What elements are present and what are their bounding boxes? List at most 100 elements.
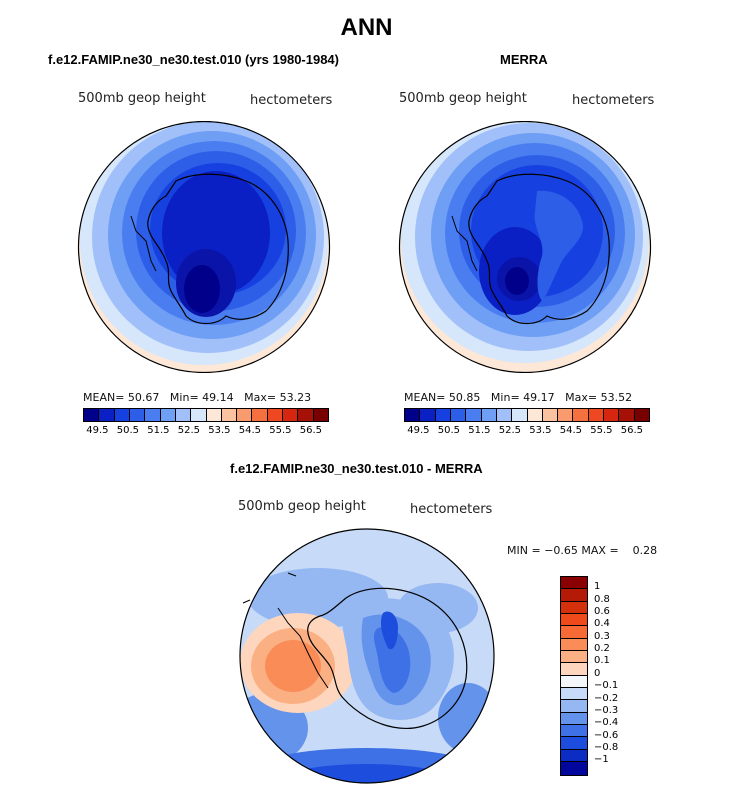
colorbar-swatch	[542, 409, 559, 421]
colorbar-swatch	[466, 409, 482, 421]
panel-left-min-label: Min=	[169, 391, 199, 404]
diff-colorbar	[560, 576, 588, 776]
diff-colorbar-swatch	[561, 614, 587, 627]
diff-colorbar-tick-label: −0.8	[594, 741, 619, 753]
diff-max-label: MAX =	[581, 544, 619, 557]
diff-colorbar-tick-label: −0.6	[594, 729, 619, 741]
colorbar-swatch	[160, 409, 176, 421]
diff-colorbar-tick-label: 0.1	[594, 655, 610, 667]
diff-colorbar-tick-label: −0.4	[594, 717, 619, 729]
panel-right-min-value: 49.17	[523, 391, 555, 404]
panel-right-stats: MEAN= 50.85 Min= 49.17 Max= 53.52	[404, 391, 632, 404]
diff-colorbar-tick-label: 0.6	[594, 606, 610, 618]
colorbar-swatch	[512, 409, 528, 421]
colorbar-swatch	[619, 409, 635, 421]
diff-colorbar-tick-label: 0	[594, 667, 601, 679]
diff-colorbar-swatch	[561, 688, 587, 701]
colorbar-swatch	[604, 409, 620, 421]
panel-left-max-label: Max=	[244, 391, 277, 404]
colorbar-swatch	[496, 409, 513, 421]
colorbar-tick-label: 55.5	[590, 425, 613, 436]
colorbar-swatch	[435, 409, 451, 421]
diff-colorbar-swatch	[561, 651, 587, 664]
diff-colorbar-swatch	[561, 589, 587, 602]
colorbar-tick-label: 53.5	[529, 425, 552, 436]
diff-colorbar-ticks: 1 0.8 0.6 0.4 0.3 0.2 0.1 0 −0.1 −0.2 −0.3 −0.4 −0.6…	[594, 576, 654, 776]
main-title: ANN	[340, 14, 393, 41]
colorbar-swatch	[129, 409, 146, 421]
diff-colorbar-swatch	[561, 577, 587, 590]
colorbar-swatch	[634, 409, 649, 421]
diff-colorbar-swatch	[561, 762, 587, 775]
colorbar-swatch	[206, 409, 222, 421]
panel-right-mean-label: MEAN=	[404, 391, 446, 404]
panel-left-units-label: hectometers	[250, 93, 333, 108]
panel-left-mean-label: MEAN=	[83, 391, 125, 404]
diff-min-label: MIN =	[507, 544, 541, 557]
colorbar-swatch	[450, 409, 467, 421]
panel-left-stats: MEAN= 50.67 Min= 49.14 Max= 53.23	[83, 391, 311, 404]
panel-right-min-label: Min=	[490, 391, 520, 404]
diff-colorbar-swatch	[561, 663, 587, 676]
colorbar-tick-label: 54.5	[238, 425, 262, 436]
diff-colorbar-tick-label: 0.8	[594, 593, 610, 605]
panel-left-title: f.e12.FAMIP.ne30_ne30.test.010 (yrs 1980…	[48, 52, 339, 67]
colorbar-swatch	[298, 409, 314, 421]
colorbar-tick-label: 51.5	[468, 425, 491, 436]
colorbar-tick-label: 50.5	[116, 425, 140, 436]
diff-max-value: 0.28	[632, 544, 658, 557]
colorbar-swatch	[558, 409, 574, 421]
colorbar-swatch	[527, 409, 543, 421]
diff-colorbar-swatch	[561, 700, 587, 713]
colorbar-tick-label: 52.5	[177, 425, 201, 436]
colorbar-swatch	[252, 409, 268, 421]
diff-colorbar-tick-label: 0.3	[594, 630, 610, 642]
diff-min-value: −0.65	[544, 544, 578, 557]
colorbar-swatch	[114, 409, 130, 421]
colorbar-tick-label: 51.5	[147, 425, 170, 436]
colorbar-swatch	[573, 409, 589, 421]
colorbar-swatch	[481, 409, 497, 421]
colorbar-swatch	[145, 409, 161, 421]
colorbar-swatch	[221, 409, 238, 421]
diff-colorbar-swatch	[561, 749, 587, 763]
colorbar-tick-label: 49.5	[86, 425, 109, 436]
colorbar-swatch	[237, 409, 253, 421]
colorbar-tick-label: 52.5	[498, 425, 522, 436]
panel-left-max-value: 53.23	[279, 391, 312, 404]
panel-right-peninsula	[451, 215, 478, 272]
colorbar-tick-label: 56.5	[299, 425, 323, 436]
diff-colorbar-tick-label: 0.4	[594, 618, 610, 630]
diff-panel-coastline	[307, 587, 468, 730]
diff-colorbar-tick-label: −0.2	[594, 692, 619, 704]
panel-left-min-value: 49.14	[202, 391, 234, 404]
colorbar-swatch	[267, 409, 284, 421]
diff-colorbar-tick-label: −1	[594, 754, 609, 766]
panel-right-colorbar	[404, 408, 650, 422]
colorbar-swatch	[99, 409, 115, 421]
diff-colorbar-swatch	[561, 675, 587, 689]
diff-panel-minmax: MIN = −0.65 MAX = 0.28	[507, 544, 657, 557]
panel-left-variable-label: 500mb geop height	[78, 91, 206, 106]
panel-left-mean-value: 50.67	[127, 391, 160, 404]
colorbar-swatch	[191, 409, 207, 421]
diff-panel-variable-label: 500mb geop height	[238, 499, 366, 514]
colorbar-swatch	[405, 409, 421, 421]
colorbar-swatch	[84, 409, 100, 421]
panel-left-map-border	[77, 121, 331, 373]
diff-panel-polar-map	[239, 528, 495, 784]
colorbar-swatch	[175, 409, 192, 421]
panel-right-variable-label: 500mb geop height	[399, 91, 527, 106]
diff-colorbar-tick-label: 0.2	[594, 643, 610, 655]
diff-colorbar-tick-label: −0.3	[594, 704, 619, 716]
panel-right-title: MERRA	[500, 52, 548, 67]
diff-colorbar-swatch	[561, 725, 587, 738]
panel-right-polar-map	[398, 121, 652, 373]
panel-left-coastline	[147, 173, 289, 325]
panel-right-max-label: Max=	[565, 391, 598, 404]
diff-colorbar-swatch	[561, 737, 587, 750]
colorbar-tick-label: 53.5	[208, 425, 231, 436]
colorbar-swatch	[283, 409, 299, 421]
diff-panel-peninsula	[277, 607, 329, 689]
colorbar-swatch	[420, 409, 436, 421]
